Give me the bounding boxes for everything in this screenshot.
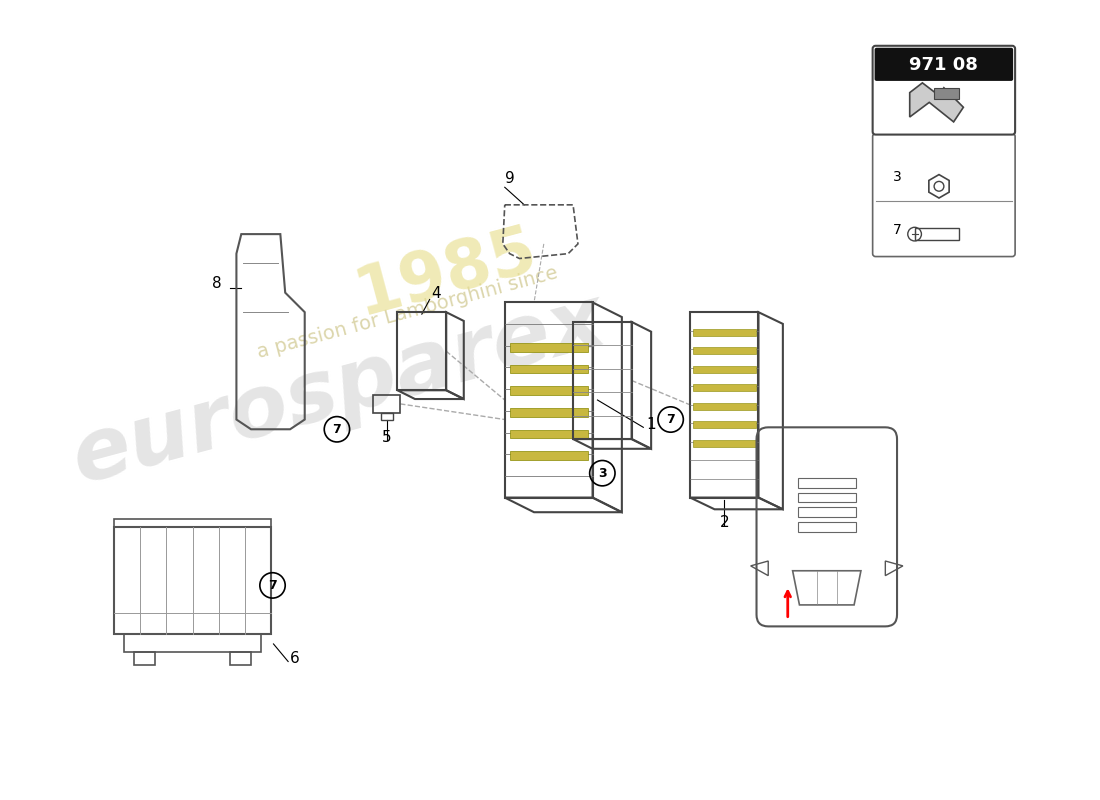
Text: 4: 4: [431, 286, 441, 301]
Text: 6: 6: [290, 651, 300, 666]
Bar: [798, 507, 856, 517]
Bar: [693, 422, 756, 428]
Text: a passion for Lamborghini since: a passion for Lamborghini since: [255, 263, 560, 362]
Bar: [509, 451, 587, 460]
Text: 7: 7: [667, 413, 675, 426]
Bar: [509, 386, 587, 395]
FancyBboxPatch shape: [874, 48, 1013, 81]
FancyBboxPatch shape: [872, 46, 1015, 134]
Bar: [878, 50, 1010, 78]
Text: 3: 3: [598, 466, 607, 480]
Bar: [693, 347, 756, 354]
Bar: [693, 329, 756, 335]
Bar: [693, 366, 756, 373]
Text: 9: 9: [505, 171, 515, 186]
Bar: [509, 365, 587, 374]
Bar: [114, 519, 271, 527]
Bar: [124, 634, 261, 652]
Text: 1985: 1985: [348, 218, 544, 329]
Bar: [934, 88, 958, 99]
Polygon shape: [910, 83, 964, 122]
Text: 1: 1: [647, 418, 656, 432]
Bar: [509, 343, 587, 352]
Bar: [914, 228, 958, 240]
Text: 8: 8: [212, 276, 221, 290]
Text: eurosparex: eurosparex: [63, 279, 615, 502]
Bar: [693, 403, 756, 410]
Text: 7: 7: [268, 579, 277, 592]
Text: 2: 2: [719, 515, 729, 530]
Bar: [798, 522, 856, 532]
Text: 5: 5: [382, 430, 392, 445]
Bar: [114, 527, 271, 634]
Text: 7: 7: [332, 422, 341, 436]
Text: 7: 7: [893, 223, 902, 237]
Text: 3: 3: [893, 170, 902, 185]
Bar: [798, 478, 856, 488]
Bar: [509, 408, 587, 417]
Bar: [381, 413, 393, 421]
Bar: [693, 440, 756, 447]
Bar: [509, 430, 587, 438]
Text: 971 08: 971 08: [910, 56, 978, 74]
Bar: [798, 493, 856, 502]
Bar: [693, 384, 756, 391]
Bar: [134, 652, 155, 666]
Bar: [230, 652, 251, 666]
FancyBboxPatch shape: [872, 134, 1015, 257]
